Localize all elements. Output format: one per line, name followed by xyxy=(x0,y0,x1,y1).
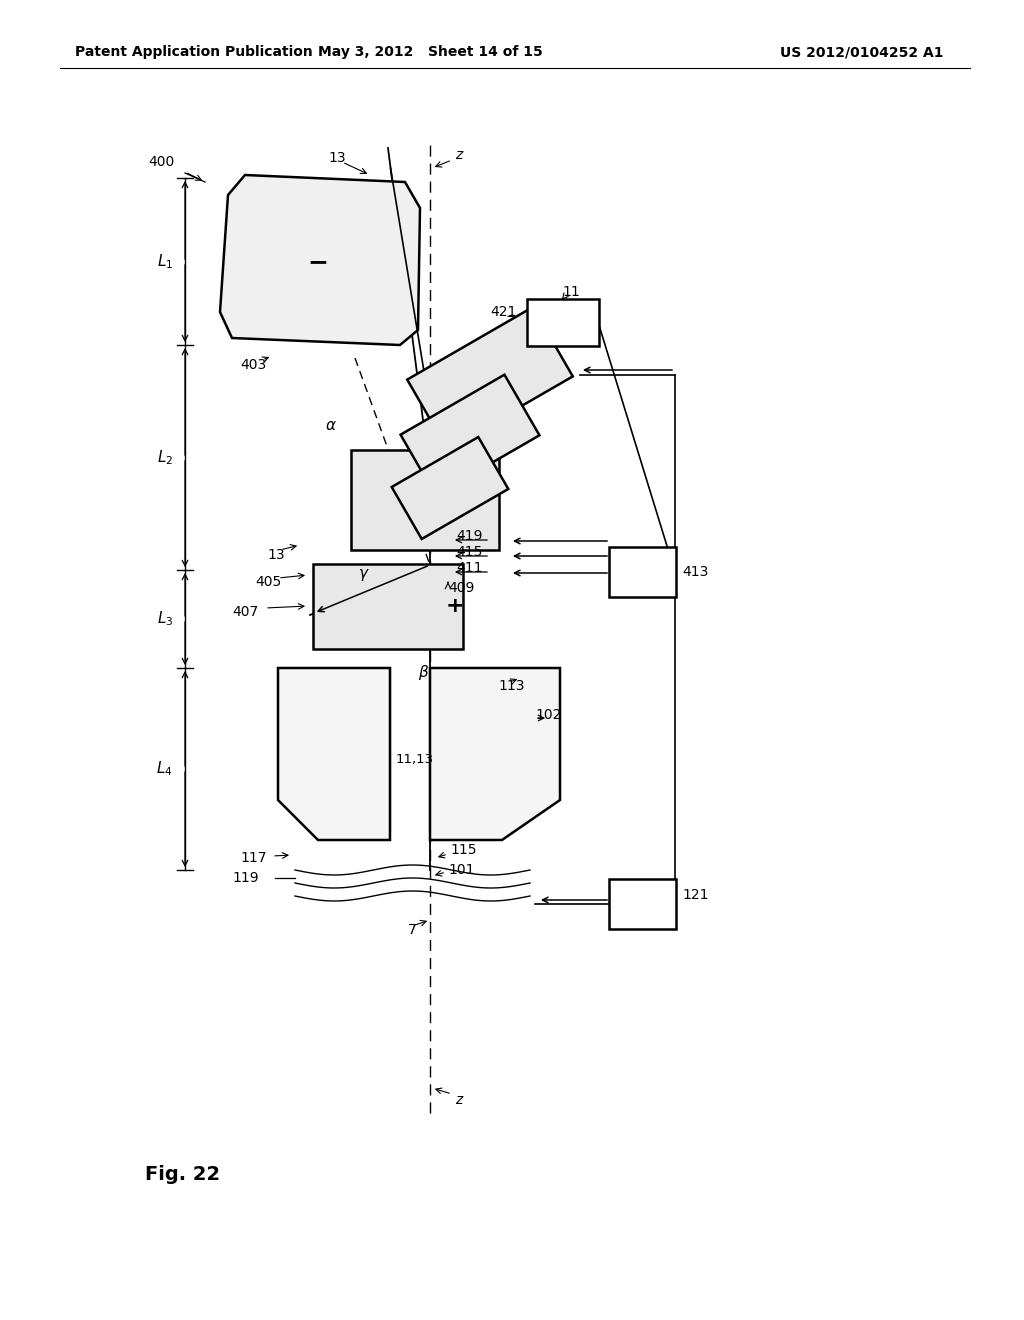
Text: 415: 415 xyxy=(456,545,482,558)
Text: $L_2$: $L_2$ xyxy=(157,449,173,467)
Text: $L_1$: $L_1$ xyxy=(157,252,173,272)
Text: 421: 421 xyxy=(490,305,516,319)
FancyBboxPatch shape xyxy=(609,879,676,929)
Text: Patent Application Publication: Patent Application Publication xyxy=(75,45,312,59)
Text: 113: 113 xyxy=(498,678,524,693)
Text: 400: 400 xyxy=(148,154,174,169)
Text: −: − xyxy=(307,249,329,275)
Polygon shape xyxy=(313,564,463,648)
Text: May 3, 2012   Sheet 14 of 15: May 3, 2012 Sheet 14 of 15 xyxy=(317,45,543,59)
Text: 119: 119 xyxy=(232,871,259,884)
Text: 102: 102 xyxy=(535,708,561,722)
Text: 13: 13 xyxy=(267,548,285,562)
Text: 11,13: 11,13 xyxy=(396,754,434,767)
Text: +: + xyxy=(416,490,434,510)
Text: 117: 117 xyxy=(240,851,266,865)
Polygon shape xyxy=(400,375,540,495)
Polygon shape xyxy=(351,450,499,550)
Polygon shape xyxy=(220,176,420,345)
Text: z: z xyxy=(455,148,462,162)
Text: 13: 13 xyxy=(328,150,346,165)
Text: $\alpha$: $\alpha$ xyxy=(325,417,337,433)
Text: $\gamma$: $\gamma$ xyxy=(358,568,370,583)
FancyBboxPatch shape xyxy=(527,300,599,346)
Text: 403: 403 xyxy=(240,358,266,372)
Polygon shape xyxy=(430,668,560,840)
Text: 11: 11 xyxy=(562,285,580,300)
Text: US 2012/0104252 A1: US 2012/0104252 A1 xyxy=(780,45,943,59)
Text: +: + xyxy=(445,597,464,616)
Text: Fig. 22: Fig. 22 xyxy=(145,1166,220,1184)
Polygon shape xyxy=(408,308,572,449)
FancyBboxPatch shape xyxy=(609,546,676,597)
Text: 413: 413 xyxy=(682,565,709,579)
Text: $L_3$: $L_3$ xyxy=(157,610,173,628)
Text: 407: 407 xyxy=(232,605,258,619)
Text: 405: 405 xyxy=(255,576,282,589)
Text: 411: 411 xyxy=(456,561,482,576)
Text: 7: 7 xyxy=(408,923,417,937)
Text: 419: 419 xyxy=(456,529,482,543)
Text: $\beta$: $\beta$ xyxy=(418,663,429,681)
Polygon shape xyxy=(392,437,508,539)
Text: $L_4$: $L_4$ xyxy=(157,759,173,779)
Text: z: z xyxy=(455,1093,462,1107)
Text: 409: 409 xyxy=(449,581,474,595)
Text: 121: 121 xyxy=(682,888,709,902)
Text: 101: 101 xyxy=(449,863,474,876)
Text: 115: 115 xyxy=(450,843,476,857)
Polygon shape xyxy=(278,668,390,840)
